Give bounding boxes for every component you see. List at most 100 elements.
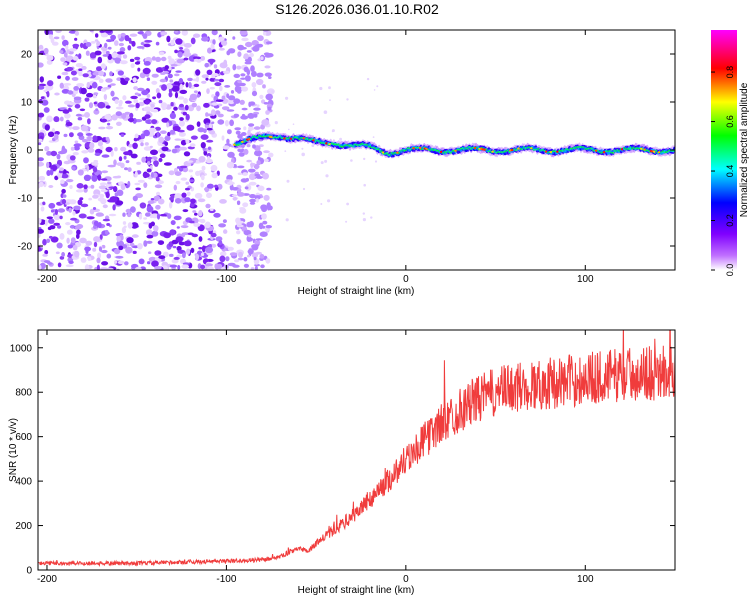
spectrogram-noise-cell (227, 246, 234, 251)
spectrogram-noise-cell (248, 249, 252, 257)
spectrogram-noise-cell (196, 121, 201, 127)
spectrogram-noise-cell (126, 237, 134, 244)
spectrogram-noise-cell (284, 150, 287, 153)
spectrogram-noise-cell (160, 130, 167, 134)
spectrogram-noise-cell (249, 101, 256, 106)
spectrogram-noise-cell (154, 266, 162, 270)
spectrogram-noise-cell (133, 86, 139, 90)
spectrogram-noise-cell (137, 243, 143, 250)
spectrogram-noise-cell (90, 41, 96, 44)
spectrogram-noise-cell (192, 56, 202, 60)
spectrogram-noise-cell (178, 96, 185, 100)
spectrogram-noise-cell (193, 222, 201, 227)
spectrogram-noise-cell (122, 221, 127, 225)
spectrogram-noise-cell (132, 142, 138, 149)
spectrogram-noise-cell (123, 151, 131, 156)
spectrogram-noise-cell (92, 166, 98, 173)
spectrogram-noise-cell (66, 237, 70, 244)
spectrogram-noise-cell (40, 206, 45, 212)
spectrogram-noise-cell (74, 140, 79, 144)
y-tick-label: 800 (15, 388, 32, 399)
spectrogram-noise-cell (57, 171, 63, 179)
spectrogram-noise-cell (243, 230, 248, 235)
spectrogram-noise-cell (250, 267, 255, 270)
spectrogram-noise-cell (136, 87, 145, 92)
spectrogram-noise-cell (116, 189, 124, 196)
spectrogram-noise-cell (219, 251, 227, 257)
spectrogram-noise-cell (139, 72, 146, 79)
spectrogram-noise-cell (128, 144, 133, 148)
spectrogram-noise-cell (156, 191, 161, 196)
spectrogram-noise-cell (87, 148, 95, 153)
spectrogram-noise-cell (116, 240, 124, 248)
spectrogram-noise-cell (107, 53, 113, 61)
spectrogram-noise-cell (78, 53, 82, 60)
spectrogram-noise-cell (146, 240, 153, 244)
spectrogram-noise-cell (188, 169, 194, 173)
spectrogram-noise-cell (195, 69, 201, 76)
spectrogram-noise-cell (155, 56, 162, 63)
spectrogram-noise-cell (176, 58, 185, 64)
spectrogram-noise-cell (167, 73, 173, 79)
spectrogram-noise-cell (150, 103, 155, 108)
spectrogram-noise-cell (102, 204, 108, 209)
spectrogram-noise-cell (271, 90, 274, 93)
spectrogram-noise-cell (54, 209, 59, 215)
spectrogram-noise-cell (176, 166, 181, 169)
spectrogram-noise-cell (237, 165, 245, 169)
spectrogram-noise-cell (254, 173, 261, 177)
spectrogram-noise-cell (59, 116, 64, 122)
spectrogram-noise-cell (222, 145, 230, 150)
spectrogram-noise-cell (197, 198, 206, 203)
spectrogram-noise-cell (167, 131, 171, 137)
spectrogram-noise-cell (146, 161, 151, 166)
spectrogram-noise-cell (320, 203, 323, 205)
spectrogram-noise-cell (174, 193, 183, 200)
spectrogram-noise-cell (129, 33, 138, 37)
spectrogram-noise-cell (74, 250, 80, 258)
spectrogram-noise-cell (180, 177, 188, 181)
spectrogram-noise-cell (235, 130, 241, 135)
snr-series-line (38, 330, 675, 568)
spectrogram-noise-cell (92, 207, 97, 210)
spectrogram-noise-cell (178, 241, 186, 246)
spectrogram-noise-cell (104, 42, 108, 49)
spectrogram-noise-cell (63, 133, 68, 138)
spectrogram-noise-cell (174, 91, 179, 99)
spectrogram-noise-cell (224, 120, 229, 127)
spectrogram-noise-cell (256, 104, 260, 108)
spectrogram-noise-cell (98, 70, 104, 77)
spectrogram-noise-cell (183, 151, 191, 157)
spectrogram-noise-cell (219, 255, 226, 263)
spectrogram-noise-cell (124, 100, 132, 104)
spectrogram-noise-cell (241, 37, 249, 42)
spectrogram-noise-cell (81, 65, 87, 70)
spectrogram-noise-cell (183, 52, 192, 57)
spectrogram-noise-cell (234, 85, 240, 93)
spectrogram-noise-cell (213, 64, 218, 69)
x-tick-label: 100 (577, 574, 594, 585)
spectrogram-noise-cell (346, 202, 349, 206)
spectrogram-noise-cell (148, 251, 152, 254)
spectrogram-noise-cell (329, 99, 331, 101)
spectrogram-noise-cell (192, 78, 199, 82)
spectrogram-noise-cell (72, 210, 76, 216)
spectrogram-noise-cell (147, 200, 155, 205)
spectrogram-noise-cell (374, 160, 378, 163)
spectrogram-noise-cell (200, 182, 204, 188)
spectrogram-noise-cell (253, 126, 261, 130)
spectrogram-noise-cell (204, 221, 211, 229)
spectrogram-noise-cell (139, 202, 147, 209)
spectrogram-noise-cell (156, 213, 161, 220)
spectrogram-noise-cell (197, 127, 205, 133)
spectrogram-noise-cell (172, 125, 181, 132)
spectrogram-noise-cell (267, 88, 275, 95)
spectrogram-noise-cell (114, 57, 122, 64)
spectrogram-noise-cell (363, 157, 366, 161)
spectrogram-noise-cell (144, 114, 151, 119)
spectrogram-noise-cell (83, 157, 89, 164)
spectrogram-noise-cell (66, 229, 73, 235)
spectrogram-noise-cell (167, 213, 172, 219)
spectrogram-noise-cell (200, 55, 206, 61)
spectrogram-noise-cell (87, 135, 92, 142)
